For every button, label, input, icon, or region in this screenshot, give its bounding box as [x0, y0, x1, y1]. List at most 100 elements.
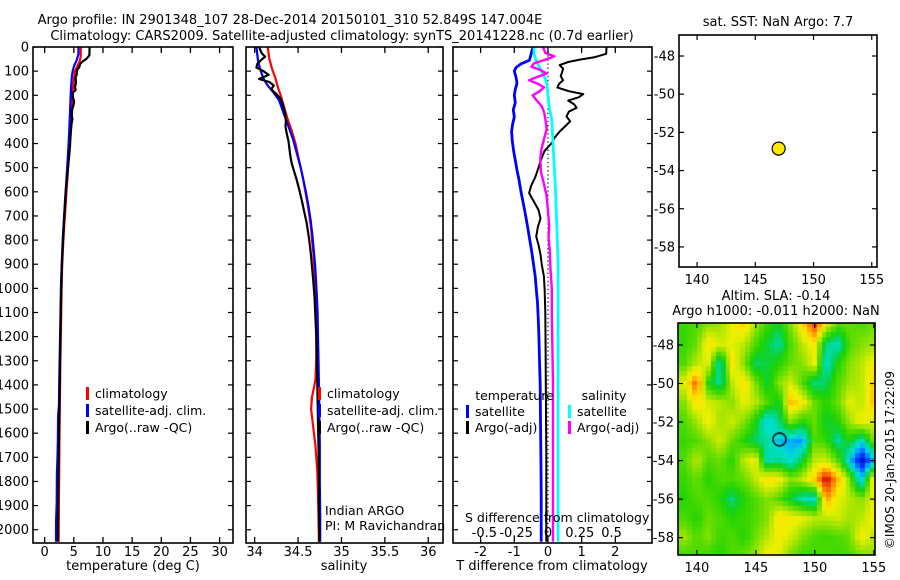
- tick-label: 400: [4, 137, 29, 152]
- legend-item-t-argo-adj: Argo(-adj): [466, 420, 537, 435]
- tick-label: 600: [4, 185, 29, 200]
- legend-header-temperature: temperature: [475, 388, 554, 403]
- legend-item-t-satellite: satellite: [466, 403, 525, 419]
- tick-label: -56: [654, 202, 675, 217]
- xlabel-temperature: temperature (deg C): [66, 559, 200, 574]
- tick-label: -48: [653, 338, 674, 353]
- legend-label: Argo(..raw -QC): [327, 419, 425, 435]
- tick-label: 1400: [0, 378, 29, 393]
- tick-label: 10: [95, 545, 112, 560]
- difference-panel: -2 -1 0 1 2 -0.5 -0.25 0 0.25 0.5: [452, 46, 653, 560]
- tick-label: 0: [21, 41, 29, 56]
- legend-item-s-satellite: satellite: [568, 403, 627, 419]
- tick-label: -48: [654, 50, 675, 65]
- legend-label: satellite: [577, 403, 627, 419]
- salinity-panel: 34 34.5 35 35.5 36: [245, 46, 444, 560]
- tick-label: 2000: [0, 523, 29, 538]
- tick-label: 20: [153, 545, 170, 560]
- tick-label: -50: [654, 88, 675, 103]
- legend-item-argo-raw: Argo(..raw -QC): [318, 419, 425, 435]
- climatology-line-swatch: [318, 386, 321, 400]
- tick-label: 1: [577, 545, 585, 560]
- legend-label: Argo(..raw -QC): [95, 419, 193, 435]
- panel-frame: [677, 322, 876, 556]
- xlabel-salinity: salinity: [320, 559, 368, 574]
- tick-label: -56: [653, 493, 674, 508]
- xlabel-t-difference: T difference from climatology: [456, 559, 648, 574]
- figure-title-line2: Climatology: CARS2009. Satellite-adjuste…: [50, 29, 634, 44]
- satellite-adj-line-swatch: [86, 403, 89, 417]
- legend-item-argo-raw: Argo(..raw -QC): [86, 419, 193, 435]
- tick-label: 145: [743, 273, 768, 288]
- tick-label: -52: [653, 416, 674, 431]
- tick-label: 100: [4, 65, 29, 80]
- legend-label: satellite: [475, 403, 525, 419]
- sla-title-line1: Altim. SLA: -0.14: [721, 289, 831, 304]
- sst-location-panel: 140 145 150 155 -48 -50 -52 -54 -56 -58: [654, 34, 884, 288]
- sst-panel-title: sat. SST: NaN Argo: 7.7: [702, 15, 854, 30]
- argo-line-swatch: [86, 420, 89, 434]
- climatology-curve: [266, 47, 320, 542]
- s-diff-argo-adj-curve: [527, 47, 556, 542]
- tick-label: -58: [654, 240, 675, 255]
- sla-heatmap: [678, 323, 875, 555]
- argo-raw-qc-curve: [56, 47, 91, 542]
- tick-label: 150: [801, 273, 826, 288]
- legend-item-satellite-adj-clim: satellite-adj. clim.: [86, 402, 207, 418]
- tick-label: -50: [653, 377, 674, 392]
- tick-label: 300: [4, 113, 29, 128]
- tick-label: 1600: [0, 427, 29, 442]
- t-diff-argo-adj-curve: [528, 47, 608, 542]
- s-difference-axis-label: S difference from climatology: [465, 510, 650, 525]
- tick-label: 35.5: [370, 545, 399, 560]
- t-diff-satellite-curve: [510, 47, 543, 542]
- tick-label: 500: [4, 161, 29, 176]
- tick-label: -52: [654, 126, 675, 141]
- panel-frame: [32, 46, 234, 544]
- legend-item-s-argo-adj: Argo(-adj): [568, 420, 639, 435]
- tick-label: 1500: [0, 403, 29, 418]
- legend-label: climatology: [95, 385, 168, 401]
- tick-label: 15: [124, 545, 141, 560]
- tick-label: -2: [474, 545, 487, 560]
- tick-label: 700: [4, 209, 29, 224]
- tick-label: 1900: [0, 499, 29, 514]
- s-satellite-line-swatch: [568, 404, 571, 418]
- tick-label: -54: [654, 164, 675, 179]
- tick-label: -58: [653, 531, 674, 546]
- tick-label: 35: [333, 545, 350, 560]
- panel-frame: [245, 46, 444, 544]
- tick-label: 0: [544, 545, 552, 560]
- tick-label: 155: [859, 273, 884, 288]
- imos-credit-text: ©IMOS 20-Jan-2015 17:22:09: [883, 370, 897, 550]
- argo-location-marker: [771, 141, 786, 156]
- s-diff-satellite-curve: [532, 47, 560, 542]
- legend-item-satellite-adj-clim: satellite-adj. clim.: [318, 402, 439, 418]
- t-argo-line-swatch: [466, 420, 469, 434]
- tick-label: 1100: [0, 306, 29, 321]
- tick-label: 1300: [0, 354, 29, 369]
- tick-label: 140: [685, 273, 710, 288]
- tick-label: 800: [4, 234, 29, 249]
- tick-label: 0.25: [565, 526, 594, 541]
- figure-title-line1: Argo profile: IN 2901348_107 28-Dec-2014…: [37, 13, 543, 28]
- legend-label: satellite-adj. clim.: [327, 402, 439, 418]
- legend-label: satellite-adj. clim.: [95, 402, 207, 418]
- s-argo-line-swatch: [568, 420, 571, 434]
- tick-label: -0.25: [499, 526, 533, 541]
- tick-label: 34.5: [284, 545, 313, 560]
- annotation-pi: PI: M Ravichandran: [325, 518, 446, 533]
- tick-label: -1: [508, 545, 521, 560]
- tick-label: 200: [4, 89, 29, 104]
- argo-raw-qc-curve: [255, 47, 321, 542]
- climatology-line-swatch: [86, 386, 89, 400]
- tick-label: 30: [211, 545, 228, 560]
- tick-label: 1000: [0, 282, 29, 297]
- legend-label: climatology: [327, 385, 400, 401]
- satellite-adj-line-swatch: [318, 403, 321, 417]
- sla-map-panel: 140 145 150 155 -48 -50 -52 -54 -56 -58: [653, 322, 886, 576]
- tick-label: 0: [41, 545, 49, 560]
- panel-frame: [452, 46, 653, 544]
